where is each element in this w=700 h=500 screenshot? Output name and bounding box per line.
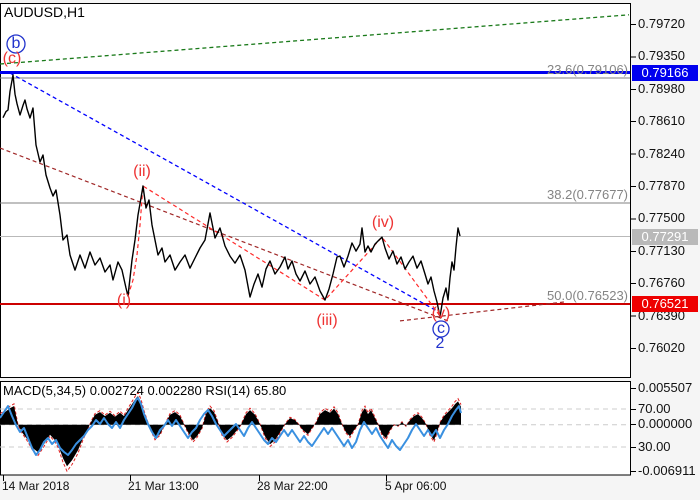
indicator-axis-label: 0.005507	[638, 380, 693, 395]
indicator-axis-label: 0.000000	[638, 416, 693, 431]
indicator-panel	[0, 381, 631, 476]
wave-circle-b	[6, 34, 26, 54]
wave-label-i: (i)	[116, 292, 132, 309]
price-line	[2, 74, 461, 318]
price-panel-content	[0, 14, 630, 338]
wave-label-c: c	[437, 320, 445, 337]
price-axis-label: 0.77870	[638, 178, 685, 193]
price-axis-label: 0.77500	[638, 210, 685, 226]
maroon-channel-line	[0, 147, 449, 322]
fib-level-label: 23.6(0.79106)	[547, 61, 628, 77]
macd-area	[0, 396, 461, 467]
price-axis-label: 0.77130	[638, 242, 685, 258]
wave-circle-c	[432, 320, 450, 338]
price-axis-label: 0.76760	[638, 275, 685, 291]
price-axis-label: 0.76020	[638, 340, 685, 355]
price-axis-label: 0.78610	[638, 113, 685, 129]
wave-label-c: (c)	[2, 50, 22, 67]
wave-label-b: b	[11, 35, 21, 52]
symbol-timeframe-label: AUDUSD,H1	[4, 4, 85, 20]
price-panel	[0, 3, 631, 378]
price-axis-label: 0.79350	[638, 48, 685, 64]
red-wave-connector	[127, 184, 441, 317]
time-axis-label: 28 Mar 22:00	[257, 479, 328, 493]
wave-label-2: 2	[435, 335, 445, 352]
indicator-axis-label: -0.006911	[638, 463, 696, 478]
price-axis-label: 0.79720	[638, 16, 685, 31]
indicator-header: MACD(5,34,5) 0.002724 0.002280 RSI(14) 6…	[3, 383, 287, 398]
time-axis-label: 5 Apr 06:00	[385, 479, 447, 493]
price-axis-label: 0.78240	[638, 145, 685, 161]
price-axis-label: 0.78980	[638, 80, 685, 96]
wave-label-ii: (ii)	[133, 163, 151, 180]
fib-level-label: 38.2(0.77677)	[547, 186, 628, 202]
wave-label-v: (v)	[431, 305, 451, 322]
fib-level-label: 50.0(0.76523)	[547, 287, 628, 303]
rsi-line	[0, 397, 462, 456]
indicator-panel-content	[0, 391, 630, 473]
time-axis-label: 21 Mar 13:00	[128, 479, 199, 493]
price-badge: 0.76521	[632, 296, 698, 313]
indicator-axis-label: 30.00	[638, 439, 671, 454]
indicator-axis-label: 70.00	[638, 401, 671, 416]
time-axis-label: 14 Mar 2018	[2, 479, 70, 493]
wave-label-iii: (iii)	[316, 312, 338, 329]
price-badge: 0.79166	[632, 64, 698, 81]
price-badge: 0.77291	[632, 228, 698, 245]
wave-label-iv: (iv)	[371, 214, 395, 231]
green-trendline	[0, 14, 630, 65]
blue-trendline	[9, 72, 438, 312]
